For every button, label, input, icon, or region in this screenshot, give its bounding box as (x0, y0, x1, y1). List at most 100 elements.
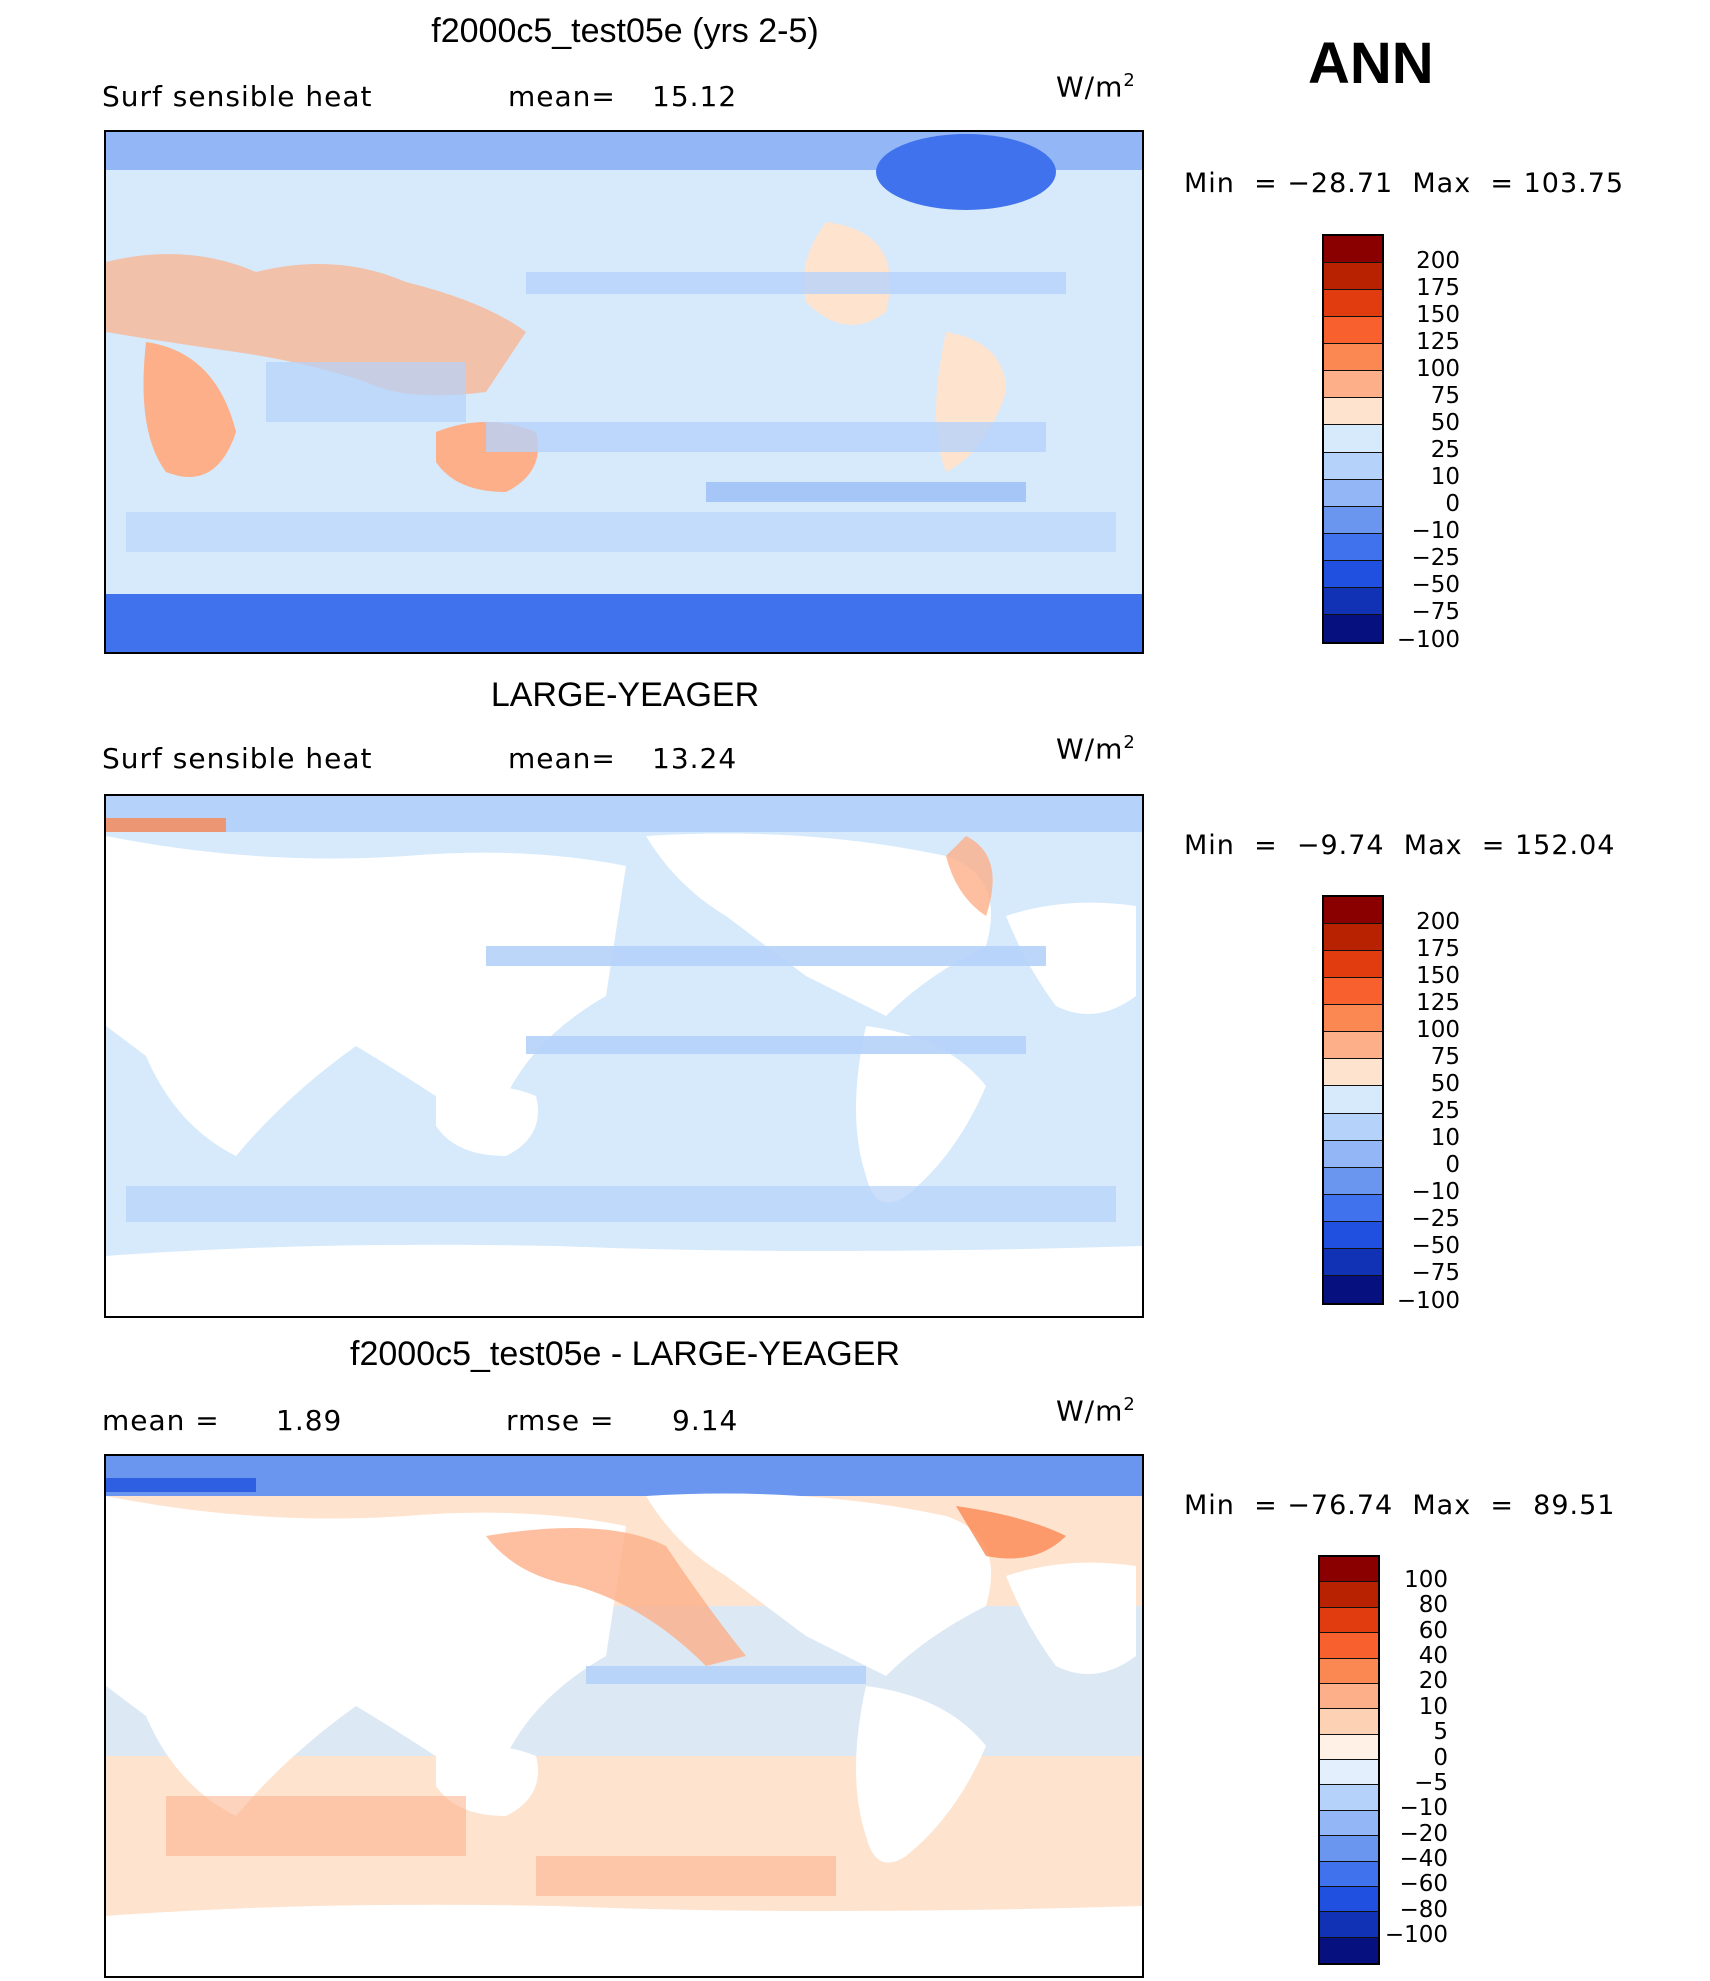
colorbar-swatch (1320, 1709, 1378, 1735)
colorbar-swatch (1320, 1836, 1378, 1862)
panel-1-variable: Surf sensible heat (102, 80, 373, 113)
colorbar-swatch (1324, 951, 1382, 979)
colorbar-label: 75 (1430, 1043, 1460, 1070)
panel-3-colorbar (1318, 1555, 1380, 1965)
panel-2-map-field (106, 796, 1142, 1316)
colorbar-swatch (1324, 1248, 1382, 1276)
colorbar-label: 40 (1418, 1643, 1448, 1669)
colorbar-label: −25 (1411, 545, 1460, 572)
panel-3-map (104, 1454, 1144, 1978)
colorbar-label: 10 (1430, 464, 1460, 491)
colorbar-swatch (1324, 1275, 1382, 1303)
colorbar-label: −5 (1414, 1769, 1448, 1796)
colorbar-label: −75 (1411, 1260, 1460, 1287)
colorbar-label: 0 (1445, 491, 1460, 518)
panel-3-colorbar-labels: 100 80 60 40 20 10 5 0 −5 −10 −20 −40 −60 −80 −100 (1384, 1555, 1448, 1965)
colorbar-label: −40 (1399, 1846, 1448, 1872)
colorbar-swatch (1324, 1221, 1382, 1249)
colorbar-swatch (1320, 1937, 1378, 1963)
colorbar-swatch (1324, 452, 1382, 480)
colorbar-swatch (1324, 317, 1382, 345)
panel-3-rmse: 9.14 (672, 1404, 739, 1437)
season-label: ANN (1308, 31, 1434, 96)
colorbar-swatch (1324, 1032, 1382, 1060)
colorbar-swatch (1324, 398, 1382, 426)
panel-3-rmse-label: rmse = (506, 1404, 615, 1437)
colorbar-swatch (1320, 1683, 1378, 1710)
colorbar-label: −60 (1399, 1871, 1448, 1898)
panel-2-units: W/m2 (1056, 732, 1136, 766)
colorbar-swatch (1324, 1167, 1382, 1195)
colorbar-label: −25 (1411, 1206, 1460, 1233)
panel-2-variable: Surf sensible heat (102, 742, 373, 775)
colorbar-label: 10 (1418, 1693, 1448, 1720)
panel-1-mean: 15.12 (652, 80, 738, 113)
colorbar-swatch (1324, 1059, 1382, 1087)
colorbar-swatch (1324, 1086, 1382, 1114)
panel-2-map (104, 794, 1144, 1318)
panel-2-colorbar-labels: 200 175 150 125 100 75 50 25 10 0 −10 −25 −50 −75 −100 (1390, 895, 1460, 1312)
colorbar-swatch (1324, 587, 1382, 615)
colorbar-swatch (1324, 479, 1382, 507)
colorbar-label: −100 (1384, 1922, 1448, 1949)
panel-2-mean-label: mean= (508, 742, 616, 775)
colorbar-swatch (1324, 1140, 1382, 1168)
panel-3-units: W/m2 (1056, 1394, 1136, 1428)
colorbar-label: −50 (1411, 572, 1460, 599)
colorbar-label: 10 (1430, 1125, 1460, 1152)
panel-1-title: f2000c5_test05e (yrs 2-5) (431, 12, 819, 50)
panel-1-map-field (106, 132, 1142, 652)
colorbar-swatch (1324, 533, 1382, 561)
panel-1-minmax: Min = −28.71 Max = 103.75 (1184, 168, 1625, 199)
colorbar-label: 25 (1430, 1098, 1460, 1125)
panel-1-colorbar (1322, 234, 1384, 644)
panel-2-title: LARGE-YEAGER (490, 676, 760, 714)
colorbar-label: 75 (1430, 382, 1460, 409)
colorbar-label: 100 (1416, 1016, 1460, 1043)
colorbar-label: 50 (1430, 1070, 1460, 1097)
colorbar-label: 80 (1418, 1592, 1448, 1619)
panel-1-colorbar-labels: 200 175 150 125 100 75 50 25 10 0 −10 −25 −50 −75 −100 (1390, 234, 1460, 651)
colorbar-swatch (1324, 344, 1382, 372)
panel-3-mean: 1.89 (276, 1404, 343, 1437)
panel-2-minmax: Min = −9.74 Max = 152.04 (1184, 830, 1616, 861)
panel-3-minmax: Min = −76.74 Max = 89.51 (1184, 1490, 1616, 1521)
colorbar-swatch (1324, 263, 1382, 291)
colorbar-label: 150 (1416, 962, 1460, 989)
colorbar-swatch (1324, 560, 1382, 588)
colorbar-swatch (1324, 236, 1382, 264)
colorbar-label: 200 (1416, 247, 1460, 274)
colorbar-label: 100 (1404, 1566, 1448, 1593)
colorbar-swatch (1320, 1785, 1378, 1811)
colorbar-label: 150 (1416, 301, 1460, 328)
colorbar-label: 175 (1416, 935, 1460, 962)
panel-1-units: W/m2 (1056, 70, 1136, 104)
panel-2-mean: 13.24 (652, 742, 738, 775)
colorbar-swatch (1324, 1113, 1382, 1141)
colorbar-label: 60 (1418, 1617, 1448, 1644)
colorbar-swatch (1324, 1005, 1382, 1033)
panel-3-mean-label: mean = (102, 1404, 220, 1437)
colorbar-swatch (1320, 1658, 1378, 1684)
colorbar-label: −20 (1399, 1820, 1448, 1847)
colorbar-swatch (1324, 506, 1382, 534)
colorbar-label: 125 (1416, 328, 1460, 355)
colorbar-label: −10 (1411, 518, 1460, 545)
colorbar-label: −10 (1411, 1179, 1460, 1206)
colorbar-label: −100 (1396, 1287, 1460, 1314)
panel-3-map-field (106, 1456, 1142, 1976)
colorbar-swatch (1324, 425, 1382, 453)
colorbar-swatch (1324, 978, 1382, 1006)
colorbar-swatch (1324, 614, 1382, 642)
colorbar-label: 50 (1430, 409, 1460, 436)
colorbar-swatch (1320, 1760, 1378, 1786)
colorbar-swatch (1324, 897, 1382, 925)
colorbar-label: 100 (1416, 355, 1460, 382)
colorbar-swatch (1320, 1861, 1378, 1887)
colorbar-swatch (1320, 1912, 1378, 1938)
colorbar-swatch (1324, 371, 1382, 399)
colorbar-label: −100 (1396, 626, 1460, 653)
colorbar-label: 0 (1433, 1744, 1448, 1771)
colorbar-swatch (1320, 1734, 1378, 1760)
colorbar-label: −50 (1411, 1233, 1460, 1260)
